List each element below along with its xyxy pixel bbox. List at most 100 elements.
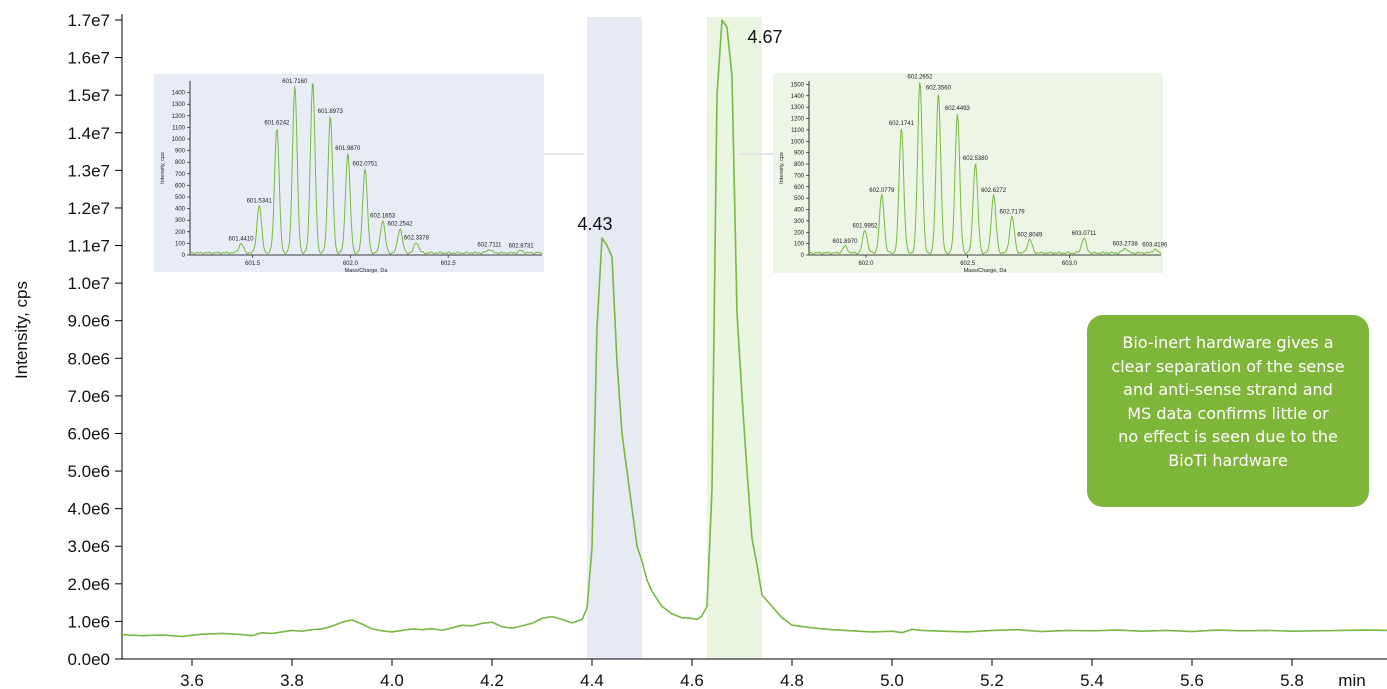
x-tick-label: 5.4 [1080, 671, 1104, 689]
inset-peak-label: 602.5380 [963, 156, 989, 162]
inset-peak-label: 602.8731 [509, 244, 535, 250]
y-tick-label: 5.0e6 [67, 462, 110, 481]
x-tick-label: 5.6 [1180, 671, 1204, 689]
inset-spectrum-left: 0 100 200 300 400 500 600 700 800 900 1000 1100 1200… [154, 74, 544, 274]
inset-peak-label: 602.0779 [869, 188, 895, 194]
inset-y-tick-label: 0 [182, 253, 186, 259]
y-tick-label: 1.7e7 [67, 11, 110, 30]
inset-x-tick-label: 602.5 [960, 261, 976, 267]
inset-y-tick-label: 1000 [172, 137, 186, 143]
x-tick-label: 4.8 [780, 671, 804, 689]
inset-background [773, 73, 1163, 273]
inset-y-tick-label: 300 [175, 218, 186, 224]
inset-y-tick-label: 1200 [172, 114, 186, 120]
inset-y-tick-label: 400 [794, 208, 805, 214]
y-tick-label: 1.4e7 [67, 124, 110, 143]
inset-x-tick-label: 603.0 [1062, 261, 1078, 267]
y-tick-label: 0.0e0 [67, 650, 110, 669]
inset-spectrum-line [189, 83, 543, 255]
y-tick-label: 7.0e6 [67, 387, 110, 406]
x-tick-label: 5.0 [880, 671, 904, 689]
x-tick-label: 4.2 [480, 671, 504, 689]
y-tick-label: 1.6e7 [67, 49, 110, 68]
inset-y-tick-label: 1300 [172, 102, 186, 108]
inset-peak-label: 602.2652 [907, 74, 933, 80]
callout-line: MS data confirms little or [1127, 403, 1329, 423]
inset-x-tick-label: 602.0 [343, 261, 359, 267]
x-axis-title: min [1338, 671, 1365, 689]
peak-label: 4.67 [747, 27, 782, 47]
inset-peak-label: 602.3560 [926, 86, 952, 92]
inset-x-tick-label: 602.0 [858, 261, 874, 267]
y-tick-label: 8.0e6 [67, 349, 110, 368]
highlight-band-1 [587, 17, 642, 659]
inset-y-tick-label: 1300 [791, 105, 805, 111]
inset-peak-label: 602.3378 [404, 236, 430, 242]
inset-x-tick-label: 601.5 [245, 261, 261, 267]
peak-annotations: 4.43 4.67 [577, 27, 782, 234]
inset-peak-label: 601.9870 [335, 146, 361, 152]
inset-y-tick-label: 200 [175, 230, 186, 236]
y-tick-label: 1.0e6 [67, 612, 110, 631]
inset-peak-label: 601.6242 [264, 121, 290, 127]
inset-y-tick-label: 1500 [791, 82, 805, 88]
inset-y-axis-title: Intensity, cps [779, 152, 785, 184]
chromatogram-line [121, 19, 1387, 638]
inset-y-tick-label: 600 [175, 183, 186, 189]
inset-y-tick-label: 700 [794, 173, 805, 179]
main-trace [121, 19, 1387, 638]
inset-y-tick-label: 300 [794, 219, 805, 225]
y-tick-label: 6.0e6 [67, 424, 110, 443]
inset-y-tick-label: 1400 [791, 94, 805, 100]
x-tick-label: 4.4 [580, 671, 604, 689]
highlight-bands [587, 17, 762, 659]
callout-line: no effect is seen due to the [1118, 427, 1338, 446]
inset-peak-label: 601.9952 [852, 223, 878, 229]
callout-box: Bio-inert hardware gives a clear separat… [1087, 315, 1369, 507]
inset-y-tick-label: 900 [175, 149, 186, 155]
peak-label: 4.43 [577, 214, 612, 234]
inset-y-tick-label: 1100 [791, 128, 805, 134]
y-tick-label: 1.3e7 [67, 161, 110, 180]
y-tick-label: 3.0e6 [67, 537, 110, 556]
x-tick-label: 4.6 [680, 671, 704, 689]
y-tick-label: 1.2e7 [67, 199, 110, 218]
x-tick-label: 5.2 [980, 671, 1004, 689]
x-tick-label: 3.8 [280, 671, 304, 689]
inset-peak-label: 601.4410 [229, 237, 255, 243]
inset-peak-label: 601.8970 [832, 239, 858, 245]
y-tick-label: 4.0e6 [67, 500, 110, 519]
inset-y-tick-label: 800 [794, 162, 805, 168]
inset-y-tick-label: 500 [175, 195, 186, 201]
highlight-band-2 [707, 17, 762, 659]
y-tick-label: 1.1e7 [67, 237, 110, 256]
inset-y-tick-label: 700 [175, 172, 186, 178]
inset-spectrum-line [808, 82, 1162, 255]
inset-y-tick-label: 100 [794, 242, 805, 248]
inset-spectrum-right: 0 100 200 300 400 500 600 700 800 900 1000 1100 1200… [773, 73, 1168, 274]
x-tick-label: 3.6 [180, 671, 204, 689]
inset-x-axis-title: Mass/Charge, Da [964, 268, 1008, 274]
inset-peak-label: 602.1741 [889, 121, 915, 127]
inset-y-tick-label: 1000 [791, 139, 805, 145]
y-tick-label: 2.0e6 [67, 575, 110, 594]
inset-y-tick-label: 1200 [791, 117, 805, 123]
callout-line: BioTi hardware [1168, 450, 1288, 470]
inset-peak-label: 602.4493 [945, 106, 971, 112]
inset-peak-label: 603.4196 [1142, 243, 1168, 249]
inset-peak-label: 602.6272 [981, 188, 1007, 194]
callout-line: Bio-inert hardware gives a [1122, 333, 1334, 352]
inset-peak-label: 602.7179 [1000, 210, 1026, 216]
inset-x-axis-title: Mass/Charge, Da [345, 268, 389, 274]
inset-peak-label: 601.8973 [318, 109, 344, 115]
inset-y-tick-label: 800 [175, 160, 186, 166]
inset-peak-label: 602.8049 [1017, 232, 1043, 238]
x-tick-label: 5.8 [1280, 671, 1304, 689]
y-tick-label: 1.0e7 [67, 274, 110, 293]
inset-peak-label: 603.0711 [1072, 231, 1097, 237]
inset-peak-label: 602.2542 [388, 222, 414, 228]
inset-y-tick-label: 400 [175, 207, 186, 213]
y-tick-label: 9.0e6 [67, 312, 110, 331]
callout-line: and anti-sense strand and [1123, 380, 1333, 399]
